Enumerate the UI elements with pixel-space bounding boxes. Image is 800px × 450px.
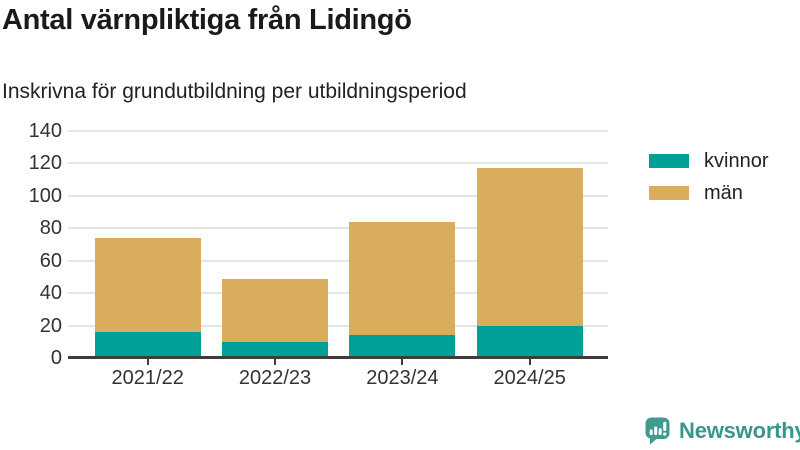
legend: kvinnor män [649, 151, 768, 203]
x-tick [274, 359, 277, 365]
chart-title: Antal värnpliktiga från Lidingö [2, 4, 412, 36]
x-tick-label-2023/24: 2023/24 [366, 367, 439, 389]
x-tick [401, 359, 404, 365]
y-tick-label: 60 [39, 249, 62, 272]
bar-segment-kvinnor-2023/24 [349, 335, 456, 358]
y-tick-label: 20 [39, 314, 62, 337]
legend-item-kvinnor: kvinnor [649, 151, 768, 171]
newsworthy-logo: Newsworthy [645, 417, 800, 445]
bar-segment-kvinnor-2024/25 [476, 325, 583, 358]
gridline-40 [68, 292, 608, 295]
legend-swatch-män [649, 186, 689, 200]
gridline-20 [68, 324, 608, 327]
bar-segment-kvinnor-2021/22 [94, 332, 201, 358]
bar-segment-kvinnor-2022/23 [222, 341, 329, 358]
x-tick-label-2022/23: 2022/23 [238, 367, 312, 389]
newsworthy-wordmark: Newsworthy [679, 418, 800, 443]
x-tick-label-2024/25: 2024/25 [493, 367, 566, 389]
y-axis: 0 20 40 60 80 100 120 140 [0, 121, 62, 368]
x-tick-label-2021/22: 2021/22 [111, 367, 184, 389]
bar-segment-män-2024/25 [476, 168, 583, 326]
legend-swatch-kvinnor [649, 154, 689, 168]
gridline-140 [68, 130, 608, 132]
newsworthy-icon [645, 417, 670, 445]
y-tick-label: 140 [28, 120, 62, 142]
legend-item-män: män [649, 183, 768, 203]
bar-segment-män-2021/22 [94, 238, 201, 333]
gridline-80 [68, 227, 608, 230]
bar-segment-män-2022/23 [222, 278, 329, 342]
x-axis-line [68, 356, 608, 359]
x-tick [146, 359, 149, 365]
chart-subtitle: Inskrivna för grundutbildning per utbild… [2, 80, 467, 103]
plot-area [68, 130, 608, 358]
y-tick-label: 120 [28, 152, 62, 175]
x-tick [528, 359, 531, 365]
gridline-100 [68, 194, 608, 197]
y-tick-label: 40 [39, 282, 62, 305]
gridline-120 [68, 162, 608, 165]
legend-label-män: män [704, 182, 743, 204]
legend-label-kvinnor: kvinnor [704, 150, 769, 172]
y-tick-label: 100 [28, 184, 62, 207]
y-tick-label: 0 [50, 347, 62, 369]
y-tick-label: 80 [39, 217, 62, 240]
bar-segment-män-2023/24 [349, 221, 456, 336]
gridline-60 [68, 259, 608, 262]
